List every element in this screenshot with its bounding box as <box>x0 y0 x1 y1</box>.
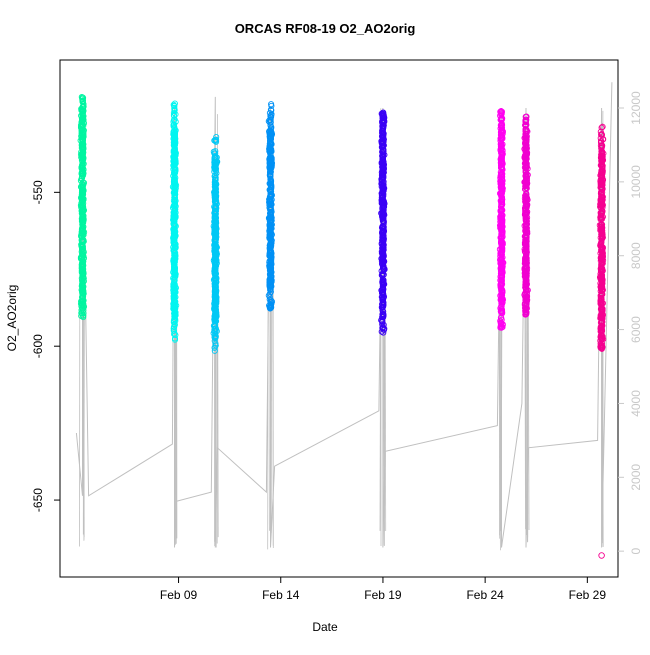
x-axis-label: Date <box>0 620 650 634</box>
y2-tick-label-4: 8000 <box>629 242 643 269</box>
y-axis-label: O2_AO2orig <box>5 285 19 352</box>
y2-tick-label-6: 12000 <box>629 91 643 125</box>
secondary-line <box>76 82 612 547</box>
y-tick-label-0: -550 <box>31 180 45 204</box>
x-tick-label-3: Feb 24 <box>466 588 504 602</box>
y-tick-label-2: -650 <box>31 488 45 512</box>
x-tick-label-4: Feb 29 <box>569 588 607 602</box>
chart-title: ORCAS RF08-19 O2_AO2orig <box>0 21 650 36</box>
y-axis-label-wrap: O2_AO2orig <box>2 0 22 650</box>
plot-frame <box>60 60 618 577</box>
y2-tick-label-2: 4000 <box>629 390 643 417</box>
y2-tick-label-1: 2000 <box>629 464 643 491</box>
outlier-point-0 <box>599 553 605 559</box>
x-tick-label-1: Feb 14 <box>262 588 300 602</box>
y-tick-label-1: -600 <box>31 334 45 358</box>
x-tick-label-0: Feb 09 <box>160 588 198 602</box>
x-tick-label-2: Feb 19 <box>364 588 402 602</box>
y2-tick-label-5: 10000 <box>629 165 643 199</box>
y2-tick-label-3: 6000 <box>629 316 643 343</box>
y2-tick-label-0: 0 <box>629 547 643 554</box>
